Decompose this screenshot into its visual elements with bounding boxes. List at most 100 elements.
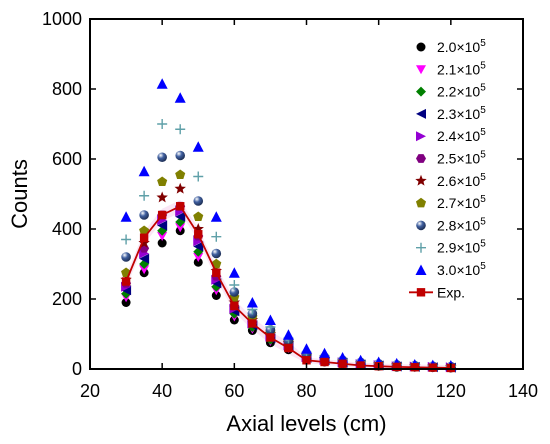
legend-label: 2.6×105 [437,172,486,189]
x-tick-label: 80 [296,381,316,401]
data-point [138,237,150,248]
legend-label: 2.9×105 [437,239,486,256]
data-point [156,191,168,203]
legend-marker [416,42,426,52]
data-point [264,314,276,325]
data-point [193,171,204,182]
legend-label-exponent: 5 [480,194,486,205]
data-point [157,176,168,187]
legend-label-exponent: 5 [480,261,486,272]
legend-label-base: 2.3×10 [437,106,480,122]
legend-entry: 2.2×105 [416,83,486,100]
legend-label-exponent: 5 [480,172,486,183]
legend-label: 2.4×105 [437,127,486,144]
x-tick-label: 40 [152,381,172,401]
experimental-data-point [356,361,365,370]
legend-label-base: 2.7×10 [437,195,480,211]
data-point [211,248,222,259]
data-point [157,220,168,231]
legend-marker [415,197,427,208]
data-point [175,169,186,180]
y-tick-label: 1000 [42,9,82,29]
legend-label: 2.7×105 [437,194,486,211]
experimental-data-point [248,319,257,328]
data-point [157,119,168,129]
legend-marker [415,264,427,275]
legend-marker [415,174,427,186]
experimental-data-point [157,210,167,220]
legend-entry: 3.0×105 [415,261,486,278]
legend-entry: 2.4×105 [416,127,486,144]
legend-label-exponent: 5 [480,83,486,94]
legend-label-base: 2.2×10 [437,84,480,100]
axis-layer: 20 40 60 80 100 120 140 0 200 400 600 800 1000 [42,9,538,401]
data-point [121,234,132,245]
y-tick-label: 400 [52,219,82,239]
legend-label-exponent: 5 [480,150,486,161]
legend-entry: 2.3×105 [416,105,486,122]
data-point [139,210,149,220]
data-point [193,196,204,206]
data-point [174,182,186,194]
data-point [157,232,168,241]
legend-label: 2.2×105 [437,83,486,100]
experimental-data-point [392,362,401,372]
legend-entry: 2.6×105 [415,172,486,189]
legend-label-base: 2.5×10 [437,151,480,167]
legend-label-base: 2.9×10 [437,240,480,256]
experimental-data-point [194,230,203,239]
legend: 2.0×1052.1×1052.2×1052.3×1052.4×1052.5×1… [409,38,486,300]
legend-label-exponent: 5 [480,60,486,71]
data-point [282,329,294,340]
experimental-data-point [230,301,239,311]
x-tick-label: 20 [80,381,100,401]
data-point [139,190,150,201]
data-point [301,343,312,354]
legend-label: Exp. [437,284,465,300]
data-point [175,150,186,161]
experimental-data-point [410,363,419,372]
data-point [120,211,132,222]
data-point [175,124,186,135]
legend-label: 2.0×105 [437,38,486,55]
legend-label: 3.0×105 [437,261,486,278]
experimental-data-point [302,356,311,365]
legend-label-exponent: 5 [480,38,486,49]
legend-entry: 2.0×105 [416,38,486,55]
data-point [175,211,186,222]
legend-label-base: 2.1×10 [437,61,480,77]
legend-label: 2.1×105 [437,60,486,77]
data-point [174,92,186,103]
legend-label-exponent: 5 [480,239,486,250]
plot-layer [120,78,457,373]
data-point [229,280,240,290]
experimental-data-point [266,333,275,342]
legend-label-base: 2.8×10 [437,217,480,233]
experimental-data-point [284,343,293,353]
legend-marker [416,242,426,253]
data-point [211,231,222,242]
legend-marker [416,131,426,142]
legend-marker [416,154,426,163]
legend-marker [416,86,426,97]
y-tick-label: 200 [52,289,82,309]
legend-entry: 2.1×105 [416,60,486,77]
data-point [121,252,131,262]
legend-label-base: 2.6×10 [437,173,480,189]
data-point [157,238,167,248]
data-point [192,223,204,234]
legend-label-exponent: 5 [480,127,486,138]
data-point [193,257,203,267]
legend-marker [416,288,426,297]
x-tick-label: 140 [508,381,538,401]
legend-label: 2.3×105 [437,105,486,122]
experimental-data-point [338,359,347,368]
legend-label: 2.5×105 [437,150,486,167]
experimental-data-point [320,357,329,367]
legend-label-base: 3.0×10 [437,262,480,278]
legend-label-base: 2.0×10 [437,39,480,55]
data-point [139,265,150,275]
legend-entry: 2.8×105 [416,216,486,233]
